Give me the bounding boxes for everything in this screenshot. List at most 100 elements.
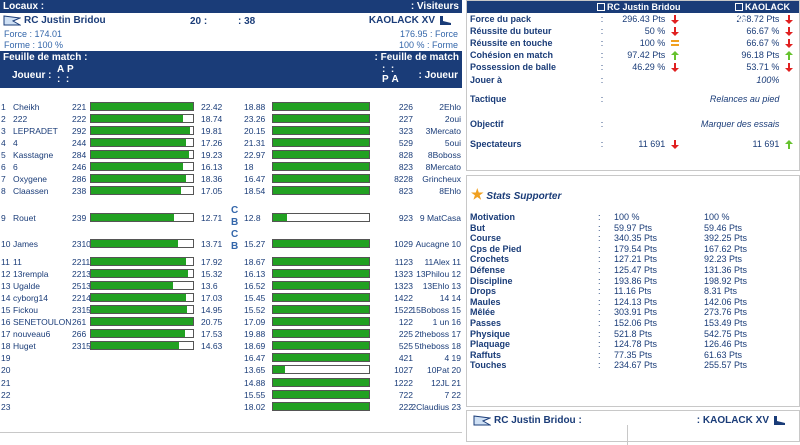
comparison-colon: : — [600, 139, 604, 149]
comparison-home-value: 11 691 — [638, 139, 666, 149]
home-player-value: 17.53 — [201, 329, 223, 339]
away-player-name[interactable]: 2Ehlo — [439, 102, 461, 112]
away-player-name[interactable]: 3Mercato — [425, 126, 461, 136]
away-player-value: 18.88 — [244, 102, 266, 112]
away-player-bar — [272, 378, 370, 387]
away-player-name[interactable]: 11Alex 11 — [424, 257, 461, 267]
player-row: 18 Huget 2315 14.63 18.69 525 5theboss 18 — [0, 340, 462, 352]
away-player-name[interactable]: 13Ehlo 13 — [422, 281, 461, 291]
home-player-name[interactable]: cyborg14 — [13, 293, 48, 303]
supporter-table: Motivation: 100 % 100 % But: 59.97 Pts 59.46 … — [467, 212, 799, 371]
home-team[interactable]: RC Justin Bridou — [3, 15, 106, 27]
away-player-name[interactable]: 8Boboss — [427, 150, 461, 160]
away-player-stat: 323 — [398, 126, 413, 136]
away-player-name[interactable]: 8Ehlo — [439, 186, 461, 196]
supporter-label: Raffuts — [470, 349, 501, 360]
comparison-row: Cohésion en match: 97.42 Pts 96.18 Pts — [467, 49, 799, 61]
away-col-header[interactable]: KAOLACK XV — [735, 2, 790, 24]
home-player-stat: 2213 — [72, 269, 91, 279]
home-player-name[interactable]: 6 — [13, 162, 18, 172]
home-player-bar — [90, 305, 194, 314]
supporter-label: But — [470, 222, 485, 233]
home-player-name[interactable]: Claassen — [13, 186, 49, 196]
home-player-name[interactable]: Cheikh — [13, 102, 40, 112]
home-player-number: 6 — [1, 162, 6, 172]
away-player-name[interactable]: 1 un 16 — [432, 317, 461, 327]
comparison-away-arrow — [782, 112, 799, 137]
away-team[interactable]: KAOLACK XV — [368, 15, 459, 27]
home-player-value: 16.13 — [201, 162, 223, 172]
supporter-home-value: 152.06 Pts — [614, 317, 658, 328]
home-player-name[interactable]: James — [13, 239, 39, 249]
supporter-label: Cps de Pied — [470, 243, 522, 254]
away-player-name[interactable]: 5theboss 18 — [414, 341, 461, 351]
comparison-home-value: 97.42 Pts — [627, 49, 666, 60]
arrow-down-icon — [785, 63, 794, 73]
home-player-name[interactable]: Fickou — [13, 305, 39, 315]
away-player-bar — [272, 126, 370, 135]
home-player-name[interactable]: 13rempla — [13, 269, 49, 279]
away-player-name[interactable]: 15Boboss 15 — [411, 305, 461, 315]
away-player-name[interactable]: 13Philou 12 — [416, 269, 461, 279]
away-player-name[interactable]: Aucagne 10 — [415, 239, 461, 249]
away-player-name[interactable]: 2Claudius 23 — [411, 402, 461, 412]
home-player-stat: 2513 — [72, 281, 91, 291]
player-row: 4 4 244 17.26 21.31 529 5oui — [0, 137, 462, 149]
home-player-value: 18.36 — [201, 174, 223, 184]
away-player-stat: 1222 — [394, 378, 413, 388]
supporter-colon: : — [598, 317, 601, 328]
arrow-down-icon — [785, 38, 794, 48]
away-player-bar — [272, 257, 370, 266]
away-player-name[interactable]: 12JL 21 — [431, 378, 461, 388]
bottom-home[interactable]: RC Justin Bridou : — [473, 415, 582, 427]
home-player-name[interactable]: nouveau6 — [13, 329, 51, 339]
away-player-name[interactable]: 14 14 — [439, 293, 461, 303]
score-home: 20 : — [190, 15, 208, 27]
supporter-row: Discipline: 193.86 Pts 198.92 Pts — [467, 276, 799, 287]
away-player-name[interactable]: 8Mercato — [425, 162, 461, 172]
away-player-name[interactable]: 7 22 — [444, 390, 461, 400]
away-player-name[interactable]: Grincheux — [422, 174, 461, 184]
home-player-name[interactable]: 222 — [13, 114, 28, 124]
away-team-name[interactable]: KAOLACK XV — [368, 15, 435, 27]
supporter-row: But: 59.97 Pts 59.46 Pts — [467, 223, 799, 234]
home-player-name[interactable]: 11 — [13, 257, 22, 267]
player-row: 23 18.02 222 2Claudius 23 — [0, 401, 462, 413]
player-row: 3 LEPRADET 292 19.81 20.15 323 3Mercato — [0, 125, 462, 137]
home-player-name[interactable]: Kasstagne — [13, 150, 54, 160]
home-player-name[interactable]: LEPRADET — [13, 126, 58, 136]
comparison-home-arrow — [668, 61, 689, 74]
home-player-name[interactable]: Ugalde — [13, 281, 40, 291]
away-player-bar — [272, 305, 370, 314]
away-player-stat: 1323 — [394, 269, 413, 279]
home-player-bar — [90, 102, 194, 111]
home-team-name[interactable]: RC Justin Bridou — [24, 15, 106, 27]
away-player-name[interactable]: 10Pat 20 — [426, 365, 461, 375]
comparison-colon: : — [600, 62, 604, 72]
away-player-name[interactable]: 5oui — [444, 138, 461, 148]
player-row: 7 Oxygene 286 18.36 16.47 8228 Grincheux — [0, 173, 462, 185]
away-player-name[interactable]: 4 19 — [444, 353, 461, 363]
home-player-name[interactable]: Oxygene — [13, 174, 48, 184]
bottom-away[interactable]: : KAOLACK XV — [697, 415, 793, 427]
home-player-name[interactable]: Huget — [13, 341, 36, 351]
home-player-value: 17.03 — [201, 293, 223, 303]
home-player-name[interactable]: 4 — [13, 138, 18, 148]
home-player-name[interactable]: Rouet — [13, 213, 36, 223]
player-row: 17 nouveau6 266 17.53 19.88 225 2theboss 17 — [0, 328, 462, 340]
home-player-number: 3 — [1, 126, 6, 136]
home-col-header[interactable]: RC Justin Bridou — [597, 1, 681, 13]
away-player-name[interactable]: 2oui — [444, 114, 461, 124]
home-player-bar — [90, 281, 194, 290]
supporter-home-value: 127.21 Pts — [614, 254, 658, 265]
away-player-name[interactable]: 2theboss 17 — [414, 329, 461, 339]
home-player-bar — [90, 150, 194, 159]
home-player-number: 9 — [1, 213, 6, 223]
away-player-name[interactable]: 9 MatCasa — [419, 213, 461, 223]
supporter-home-value: 125.47 Pts — [614, 264, 658, 275]
player-row: 1 Cheikh 221 22.42 18.88 226 2Ehlo — [0, 101, 462, 113]
comparison-away-arrow — [782, 87, 799, 112]
comparison-header: RC Justin Bridou KAOLACK XV — [467, 1, 799, 24]
home-player-stat: 261 — [72, 317, 87, 327]
home-player-name[interactable]: SENETOULON — [13, 317, 72, 327]
